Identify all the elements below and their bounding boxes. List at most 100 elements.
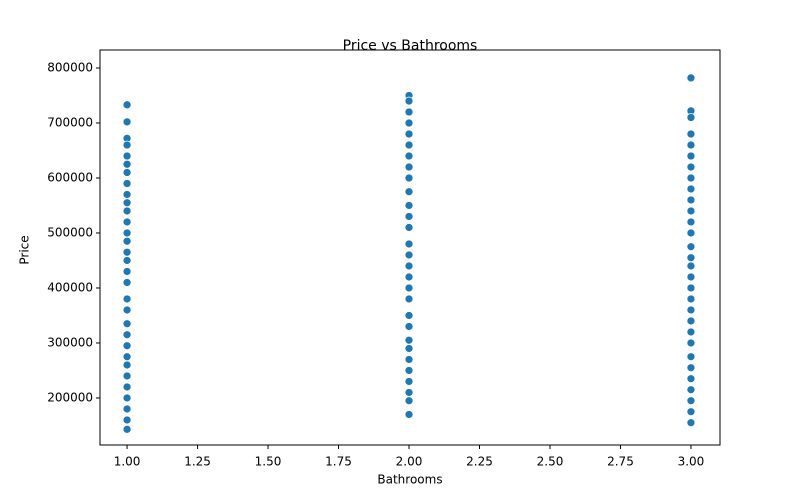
- point: [686, 140, 696, 150]
- point: [122, 267, 132, 276]
- point: [404, 118, 414, 128]
- point: [686, 242, 696, 252]
- y-tick-label: 300000: [47, 335, 93, 349]
- point: [122, 341, 132, 351]
- point: [122, 228, 132, 238]
- point: [122, 247, 132, 257]
- y-tick-label: 800000: [47, 60, 93, 74]
- point: [122, 198, 132, 208]
- x-tick-label: 1.50: [255, 455, 282, 469]
- x-tick-label: 2.50: [537, 455, 564, 469]
- point: [404, 410, 414, 419]
- y-tick-label: 600000: [47, 170, 93, 184]
- point: [686, 217, 696, 227]
- point: [404, 129, 414, 139]
- point: [122, 404, 132, 414]
- point: [686, 283, 696, 293]
- y-tick-label: 500000: [47, 225, 93, 239]
- point: [122, 236, 132, 246]
- x-tick-label: 1.25: [184, 455, 211, 469]
- point: [686, 294, 696, 304]
- point: [404, 151, 414, 161]
- point: [404, 201, 414, 210]
- point: [404, 140, 414, 150]
- point: [122, 305, 132, 315]
- x-tick-label: 2.00: [396, 455, 423, 469]
- point: [404, 250, 414, 260]
- point: [686, 113, 696, 122]
- point: [404, 366, 414, 375]
- y-tick-label: 700000: [47, 115, 93, 129]
- point: [404, 283, 414, 293]
- point: [686, 363, 696, 373]
- point: [122, 206, 132, 216]
- point: [404, 162, 414, 172]
- y-tick-label: 400000: [47, 280, 93, 294]
- point: [122, 360, 132, 370]
- point: [122, 393, 132, 403]
- point: [122, 330, 132, 340]
- point: [122, 352, 132, 362]
- point: [122, 100, 132, 110]
- point: [686, 272, 696, 282]
- point: [122, 159, 132, 169]
- point: [404, 335, 414, 345]
- point: [686, 418, 696, 428]
- point: [404, 272, 414, 282]
- point: [686, 338, 696, 348]
- x-tick-label: 3.00: [678, 455, 705, 469]
- point: [686, 385, 696, 395]
- point: [686, 407, 696, 417]
- point: [686, 228, 696, 238]
- point: [404, 294, 414, 304]
- point: [404, 377, 414, 386]
- point: [404, 173, 414, 183]
- point: [686, 352, 696, 362]
- x-tick-label: 1.75: [325, 455, 352, 469]
- point: [686, 316, 696, 326]
- point: [122, 382, 132, 392]
- point: [404, 96, 414, 106]
- x-tick-label: 2.75: [607, 455, 634, 469]
- point: [686, 253, 696, 263]
- point: [404, 239, 414, 249]
- point: [686, 129, 696, 139]
- point: [686, 162, 696, 172]
- point: [686, 184, 696, 194]
- point: [122, 294, 132, 304]
- point: [686, 396, 696, 406]
- point: [686, 261, 696, 271]
- point: [404, 212, 414, 221]
- point: [122, 179, 132, 188]
- point: [686, 195, 696, 205]
- point: [122, 168, 132, 177]
- point: [404, 388, 414, 397]
- point: [686, 173, 696, 183]
- point: [686, 151, 696, 161]
- point: [404, 355, 414, 364]
- point: [686, 374, 696, 384]
- point: [686, 305, 696, 315]
- x-tick-label: 1.00: [114, 455, 141, 469]
- point: [686, 73, 696, 83]
- point: [404, 344, 414, 353]
- point: [122, 371, 132, 381]
- plot-area: [99, 49, 721, 446]
- point: [122, 117, 132, 127]
- point: [122, 190, 132, 199]
- point: [122, 140, 132, 150]
- point: [404, 322, 414, 331]
- point: [122, 424, 132, 434]
- point: [122, 217, 132, 227]
- point: [404, 261, 414, 271]
- x-axis-label: Bathrooms: [377, 473, 442, 487]
- point: [404, 311, 414, 320]
- x-tick-label: 2.25: [466, 455, 493, 469]
- point: [686, 206, 696, 216]
- point: [122, 151, 132, 161]
- point: [122, 278, 132, 287]
- point: [686, 327, 696, 337]
- point: [404, 187, 414, 197]
- point: [404, 107, 414, 117]
